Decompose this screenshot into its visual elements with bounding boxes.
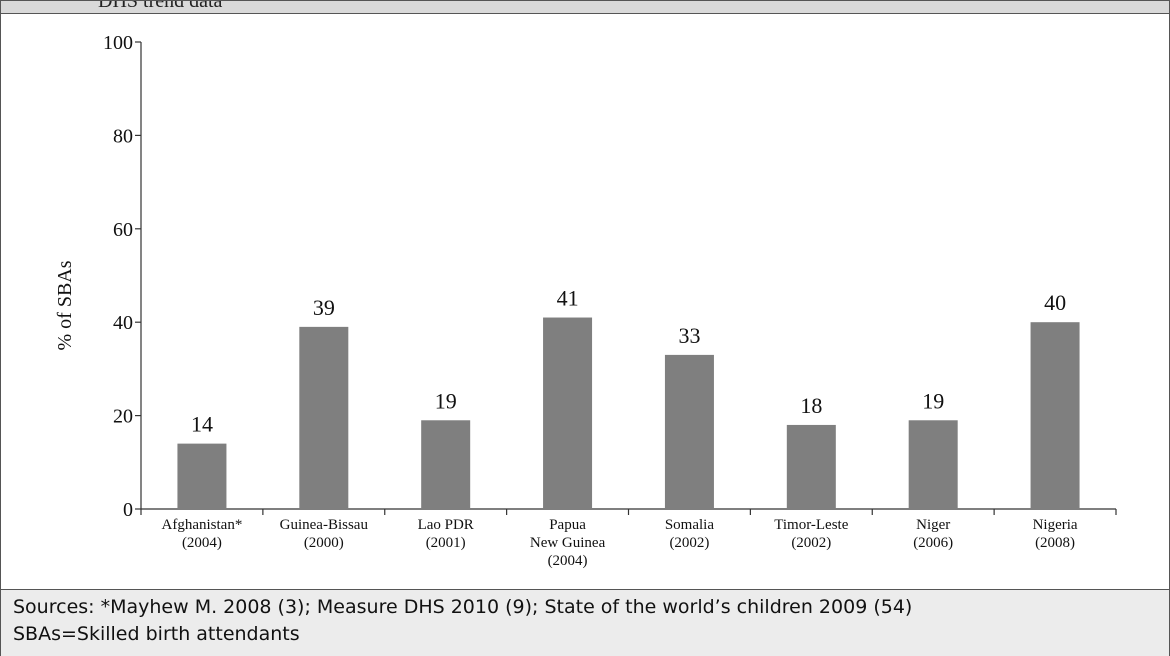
y-tick-label: 40 — [113, 312, 133, 334]
data-label: 14 — [191, 412, 213, 437]
x-category-label: (2002) — [791, 535, 831, 551]
x-category-label: Afghanistan* — [162, 517, 243, 533]
x-category-label: (2008) — [1035, 535, 1075, 551]
data-label: 19 — [435, 388, 457, 413]
x-category-label: New Guinea — [530, 535, 606, 551]
chart-panel: 0 20 40 60 80 100 % of SBAs 14 Afghanistan* (2004… — [1, 14, 1169, 590]
x-category-label: (2001) — [426, 535, 466, 551]
y-tick-label: 80 — [113, 125, 133, 147]
bar — [1030, 322, 1080, 509]
figure-header-text: DHS trend data — [98, 1, 223, 12]
data-label: 41 — [557, 286, 579, 311]
bar — [786, 424, 836, 509]
abbreviation-note: SBAs=Skilled birth attendants — [13, 623, 300, 645]
y-tick-label: 20 — [113, 406, 133, 428]
bar — [908, 420, 958, 509]
data-label: 33 — [678, 323, 700, 348]
sources-note: Sources: *Mayhew M. 2008 (3); Measure DH… — [13, 596, 913, 618]
x-category-label: Nigeria — [1033, 517, 1078, 533]
data-label: 19 — [922, 388, 944, 413]
x-category-label: (2000) — [304, 535, 344, 551]
x-category-label: Guinea-Bissau — [280, 517, 369, 533]
x-category-label: Lao PDR — [418, 517, 474, 533]
x-category-label: (2006) — [913, 535, 953, 551]
data-label: 18 — [800, 393, 822, 418]
y-tick-label: 0 — [123, 499, 133, 521]
figure-header: DHS trend data — [1, 1, 1169, 14]
x-category-label: (2004) — [182, 535, 222, 551]
figure-footer: Sources: *Mayhew M. 2008 (3); Measure DH… — [1, 590, 1169, 656]
data-label: 39 — [313, 295, 335, 320]
bar — [543, 317, 593, 509]
bar-chart: 0 20 40 60 80 100 % of SBAs 14 Afghanistan* (2004… — [54, 32, 1117, 569]
x-category-label: Papua — [549, 517, 586, 533]
y-axis-title: % of SBAs — [54, 260, 76, 350]
data-label: 40 — [1044, 290, 1066, 315]
x-category-label: Somalia — [665, 517, 715, 533]
x-category-label: Niger — [916, 517, 950, 533]
x-category-label: (2002) — [669, 535, 709, 551]
y-tick-label: 100 — [103, 32, 133, 54]
x-category-label: (2004) — [548, 553, 588, 569]
bar — [664, 354, 714, 509]
bar — [421, 420, 471, 509]
y-tick-label: 60 — [113, 219, 133, 241]
bar — [177, 443, 227, 509]
bar — [299, 326, 349, 509]
x-category-label: Timor-Leste — [774, 517, 848, 533]
